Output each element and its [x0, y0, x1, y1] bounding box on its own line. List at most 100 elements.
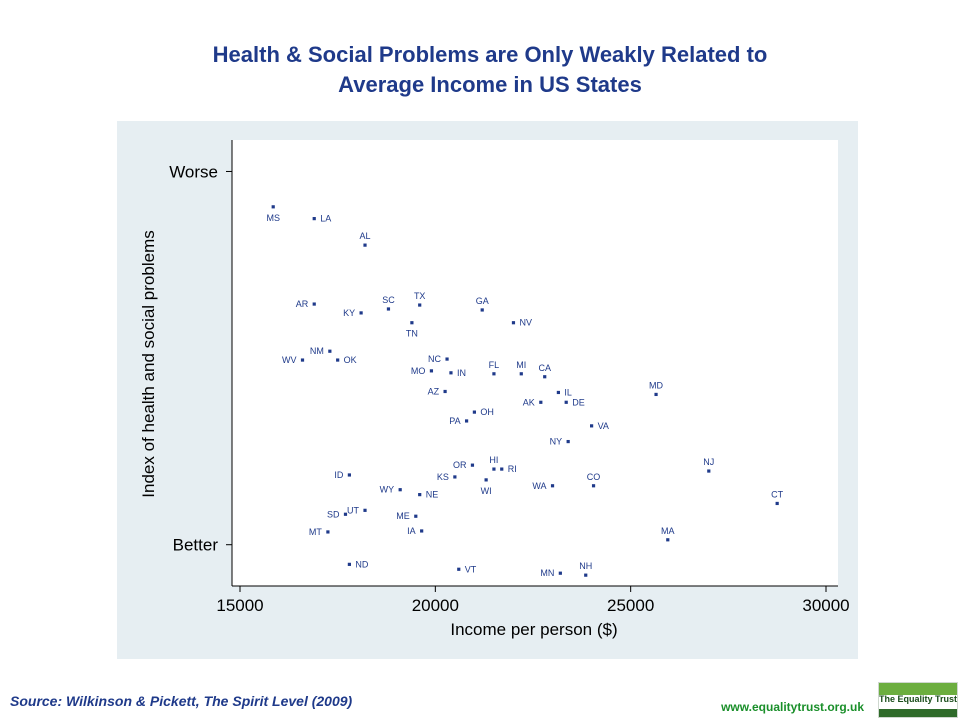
data-label-co: CO — [587, 472, 601, 482]
data-label-vt: VT — [465, 564, 477, 574]
data-label-nc: NC — [428, 354, 441, 364]
data-point-mt — [326, 530, 330, 534]
y-tick-label: Worse — [169, 162, 218, 181]
data-label-nd: ND — [355, 559, 368, 569]
data-point-oh — [472, 410, 476, 414]
data-point-mi — [519, 372, 523, 376]
data-point-ut — [363, 508, 367, 512]
data-label-ri: RI — [508, 464, 517, 474]
data-label-hi: HI — [489, 455, 498, 465]
logo-text: The Equality Trust — [879, 694, 958, 704]
data-point-nm — [328, 349, 332, 353]
data-point-il — [556, 390, 560, 395]
data-label-nm: NM — [310, 346, 324, 356]
data-point-nv — [511, 321, 516, 325]
data-label-md: MD — [649, 380, 663, 390]
data-point-mn — [558, 571, 562, 575]
data-label-or: OR — [453, 460, 467, 470]
data-label-ca: CA — [538, 363, 551, 373]
data-label-de: DE — [572, 397, 585, 407]
data-point-la — [312, 217, 316, 221]
data-point-ak — [539, 400, 543, 404]
data-point-ks — [453, 475, 457, 479]
data-label-va: VA — [598, 421, 609, 431]
data-point-az — [443, 389, 447, 394]
chart-title-line-2: Average Income in US States — [338, 72, 642, 97]
data-label-sd: SD — [327, 509, 340, 519]
chart-title: Health & Social Problems are Only Weakly… — [60, 40, 920, 100]
data-label-nh: NH — [579, 561, 592, 571]
x-axis-title: Income per person ($) — [450, 620, 617, 639]
data-label-wy: WY — [380, 485, 395, 495]
data-label-mt: MT — [309, 527, 322, 537]
data-point-nh — [584, 573, 588, 577]
data-label-ma: MA — [661, 526, 675, 536]
data-point-nc — [445, 357, 449, 361]
data-point-de — [564, 400, 568, 404]
data-label-tn: TN — [406, 329, 418, 339]
data-label-nj: NJ — [703, 457, 714, 467]
data-point-ca — [543, 375, 547, 379]
data-label-ia: IA — [407, 526, 416, 536]
logo-band-top — [879, 683, 957, 695]
data-label-tx: TX — [414, 291, 426, 301]
data-point-tn — [410, 321, 414, 325]
data-label-wi: WI — [481, 486, 492, 496]
data-point-wa — [550, 484, 555, 488]
website-link[interactable]: www.equalitytrust.org.uk — [721, 700, 864, 714]
data-point-me — [414, 514, 418, 518]
data-point-or — [470, 463, 475, 467]
data-point-nj — [707, 469, 711, 473]
data-point-mo — [429, 369, 434, 373]
data-label-ar: AR — [296, 299, 309, 309]
data-label-nv: NV — [519, 318, 532, 328]
data-label-in: IN — [457, 368, 466, 378]
data-point-sc — [386, 307, 391, 311]
data-label-mi: MI — [516, 360, 526, 370]
data-label-wv: WV — [282, 355, 297, 365]
data-point-fl — [492, 372, 496, 376]
data-point-wy — [398, 488, 402, 492]
data-point-ky — [359, 311, 363, 315]
data-label-ut: UT — [347, 505, 359, 515]
data-point-wi — [484, 478, 488, 482]
source-citation: Source: Wilkinson & Pickett, The Spirit … — [10, 693, 353, 709]
data-point-va — [590, 424, 594, 428]
data-point-md — [654, 392, 658, 397]
y-axis-title: Index of health and social problems — [139, 230, 158, 497]
data-point-co — [591, 484, 596, 488]
x-tick-label: 15000 — [216, 596, 263, 615]
data-point-sd — [343, 512, 348, 516]
data-label-ks: KS — [437, 472, 449, 482]
data-point-vt — [457, 567, 461, 571]
data-point-ar — [312, 302, 316, 306]
data-label-fl: FL — [489, 360, 500, 370]
data-point-ma — [666, 538, 670, 542]
data-label-al: AL — [360, 231, 371, 241]
data-point-in — [449, 371, 453, 375]
data-point-ia — [420, 529, 424, 533]
data-label-oh: OH — [480, 407, 494, 417]
data-point-pa — [464, 419, 469, 423]
data-point-ny — [566, 439, 570, 444]
data-label-il: IL — [564, 387, 572, 397]
chart-title-line-1: Health & Social Problems are Only Weakly… — [212, 42, 768, 67]
equality-trust-logo: The Equality Trust — [878, 682, 958, 718]
data-label-ga: GA — [476, 296, 489, 306]
data-point-nd — [347, 562, 351, 566]
data-label-mn: MN — [540, 568, 554, 578]
data-label-ak: AK — [523, 397, 535, 407]
data-label-sc: SC — [382, 295, 395, 305]
data-point-hi — [492, 467, 496, 471]
data-point-ne — [418, 493, 422, 497]
data-label-wa: WA — [532, 481, 546, 491]
data-point-wv — [300, 358, 305, 362]
logo-band-bottom — [879, 709, 957, 717]
data-point-al — [363, 243, 367, 247]
x-tick-label: 20000 — [412, 596, 459, 615]
data-label-ms: MS — [266, 213, 280, 223]
data-label-ny: NY — [550, 437, 563, 447]
data-label-ky: KY — [343, 308, 355, 318]
data-label-ne: NE — [426, 490, 439, 500]
